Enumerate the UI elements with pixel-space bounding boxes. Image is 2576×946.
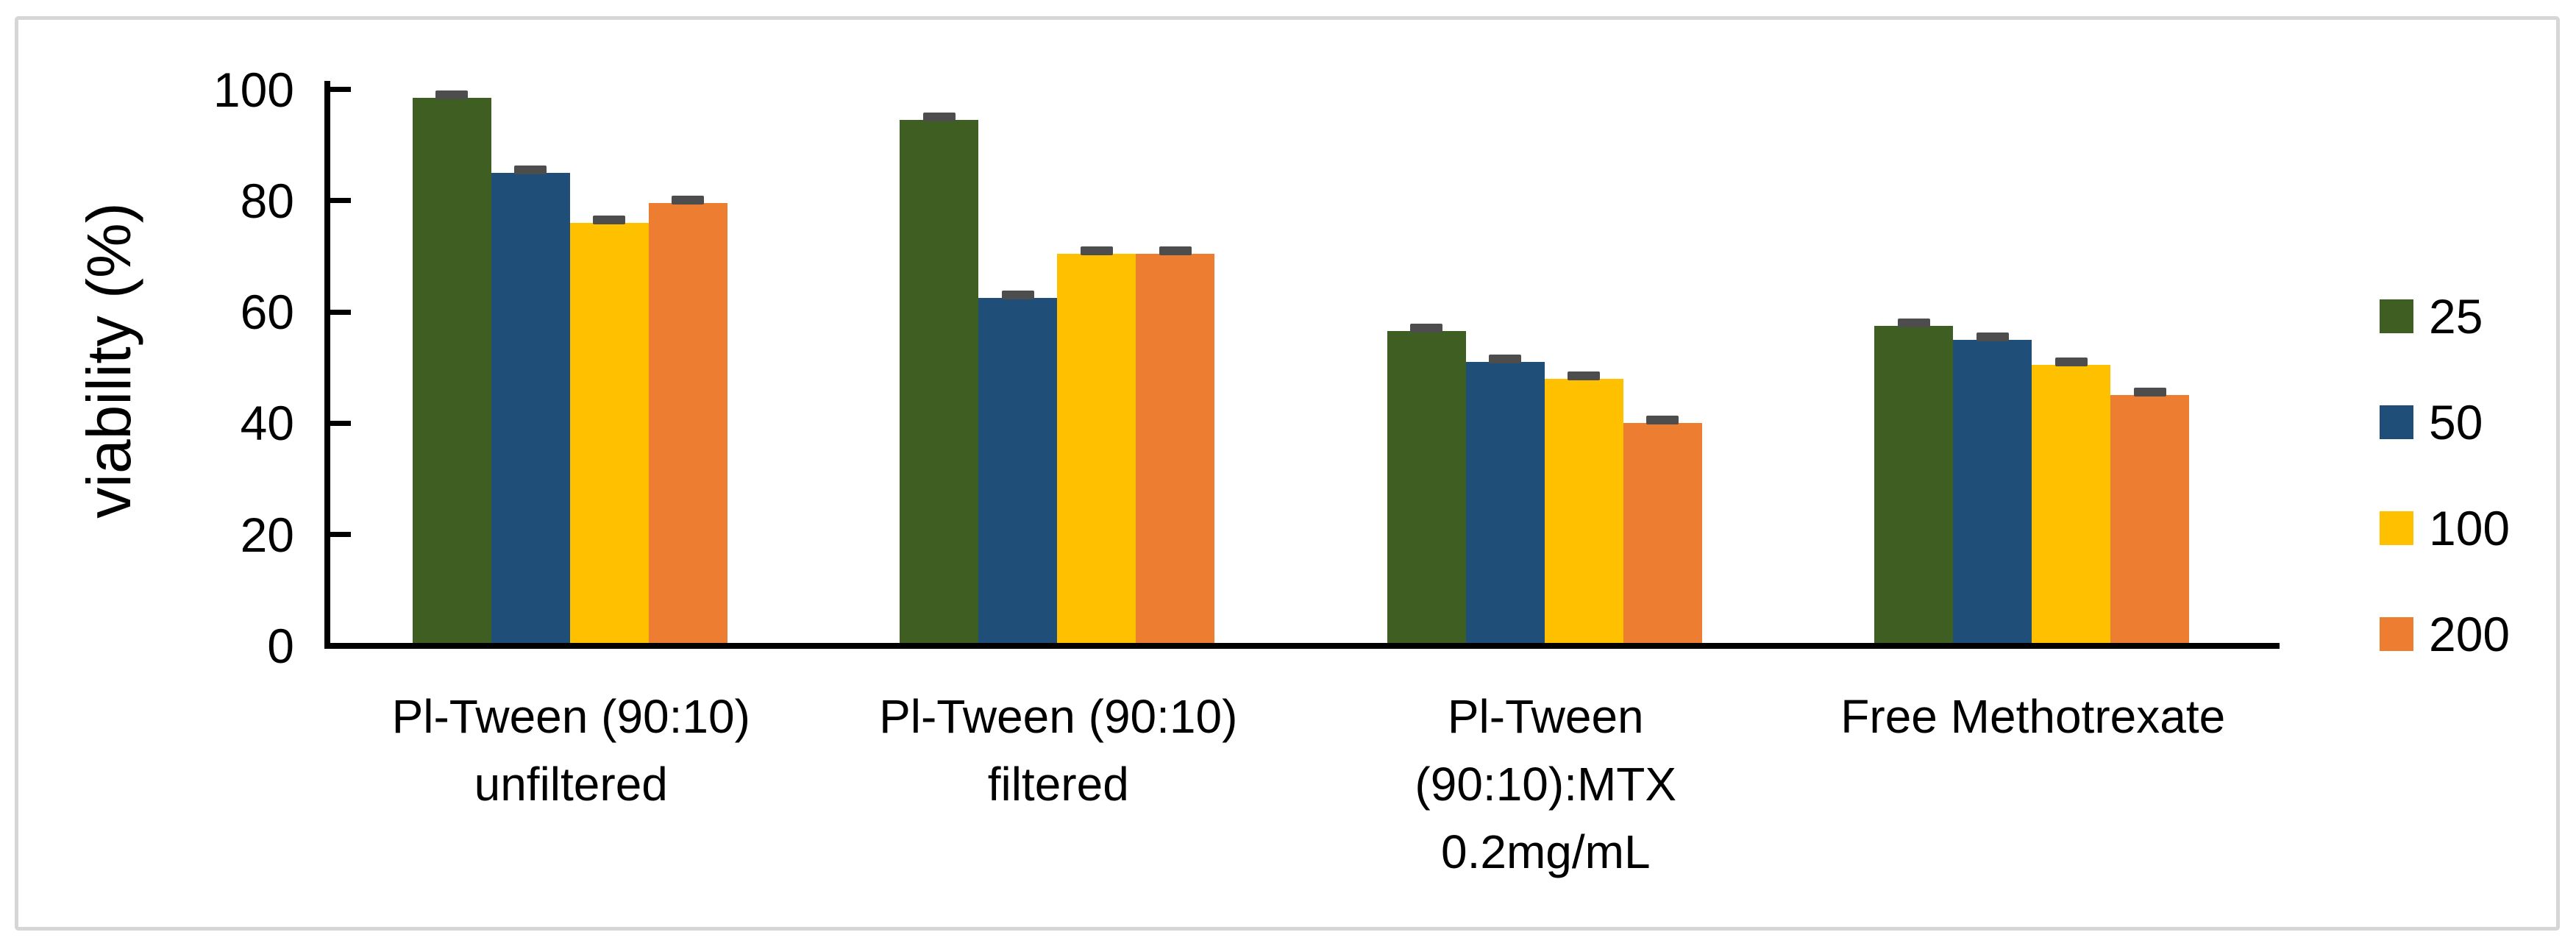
error-bar-200-cat2: [1159, 246, 1192, 255]
category-label-line: Free Methotrexate: [1840, 690, 2226, 743]
bar-25-cat3: [1387, 331, 1466, 643]
x-axis-line: [324, 643, 2280, 649]
error-bar-50-cat2: [1001, 291, 1034, 300]
bar-50-cat1: [491, 172, 570, 643]
error-bar-100-cat1: [593, 215, 625, 224]
y-tick-label-100: 100: [213, 62, 294, 117]
error-bar-200-cat4: [2133, 388, 2166, 397]
y-tick-40: [330, 420, 351, 426]
bar-100-cat2: [1057, 253, 1136, 643]
error-bar-100-cat4: [2054, 357, 2088, 366]
error-bar-25-cat1: [435, 90, 468, 99]
category-label-line: Pl-Tween: [1447, 690, 1644, 743]
legend-swatch-25: [2380, 299, 2413, 333]
legend-swatch-100: [2380, 511, 2413, 545]
category-label-line: unfiltered: [474, 758, 668, 811]
bar-50-cat2: [978, 298, 1057, 643]
bar-200-cat1: [648, 203, 727, 643]
y-tick-100: [330, 87, 351, 93]
bar-100-cat4: [2032, 364, 2110, 643]
category-label-3: Pl-Tween (90:10):MTX 0.2mg/mL: [1310, 683, 1781, 886]
y-tick-label-80: 80: [240, 173, 294, 228]
legend-swatch-200: [2380, 617, 2413, 651]
legend-swatch-50: [2380, 405, 2413, 439]
y-tick-60: [330, 309, 351, 315]
bar-100-cat3: [1544, 378, 1623, 643]
error-bar-200-cat3: [1646, 416, 1679, 425]
y-tick-20: [330, 532, 351, 538]
y-axis-title: viability (%): [74, 202, 143, 519]
bar-25-cat2: [900, 119, 978, 643]
error-bar-25-cat3: [1410, 324, 1442, 333]
category-label-2: Pl-Tween (90:10) filtered: [823, 683, 1294, 818]
error-bar-100-cat3: [1568, 371, 1600, 380]
category-label-line: filtered: [987, 758, 1129, 811]
y-tick-label-0: 0: [267, 619, 294, 673]
bar-50-cat3: [1465, 362, 1545, 643]
y-tick-label-60: 60: [240, 285, 294, 340]
y-tick-label-20: 20: [240, 507, 294, 562]
legend-label-25: 25: [2429, 289, 2483, 344]
error-bar-50-cat3: [1489, 355, 1521, 364]
category-label-4: Free Methotrexate: [1798, 683, 2269, 750]
error-bar-50-cat4: [1976, 332, 2009, 341]
bar-200-cat2: [1136, 253, 1214, 643]
bar-100-cat1: [569, 222, 649, 643]
bar-200-cat3: [1623, 423, 1702, 643]
bar-200-cat4: [2110, 395, 2189, 643]
y-axis-line: [324, 81, 330, 649]
y-tick-80: [330, 198, 351, 204]
bar-25-cat1: [412, 97, 491, 643]
category-label-line: Pl-Tween (90:10): [391, 690, 750, 743]
category-label-1: Pl-Tween (90:10) unfiltered: [335, 683, 806, 818]
error-bar-50-cat1: [514, 165, 547, 174]
error-bar-100-cat2: [1080, 246, 1113, 255]
category-label-line: (90:10):MTX: [1415, 758, 1677, 811]
error-bar-200-cat1: [672, 196, 704, 205]
bar-25-cat4: [1874, 325, 1953, 643]
legend-label-200: 200: [2429, 607, 2511, 661]
category-label-line: Pl-Tween (90:10): [879, 690, 1238, 743]
bar-50-cat4: [1953, 339, 2032, 643]
error-bar-25-cat4: [1897, 318, 1930, 327]
legend-label-50: 50: [2429, 395, 2483, 449]
legend-label-100: 100: [2429, 501, 2511, 555]
category-label-line: 0.2mg/mL: [1440, 825, 1651, 878]
error-bar-25-cat2: [922, 112, 956, 121]
y-tick-label-40: 40: [240, 396, 294, 451]
